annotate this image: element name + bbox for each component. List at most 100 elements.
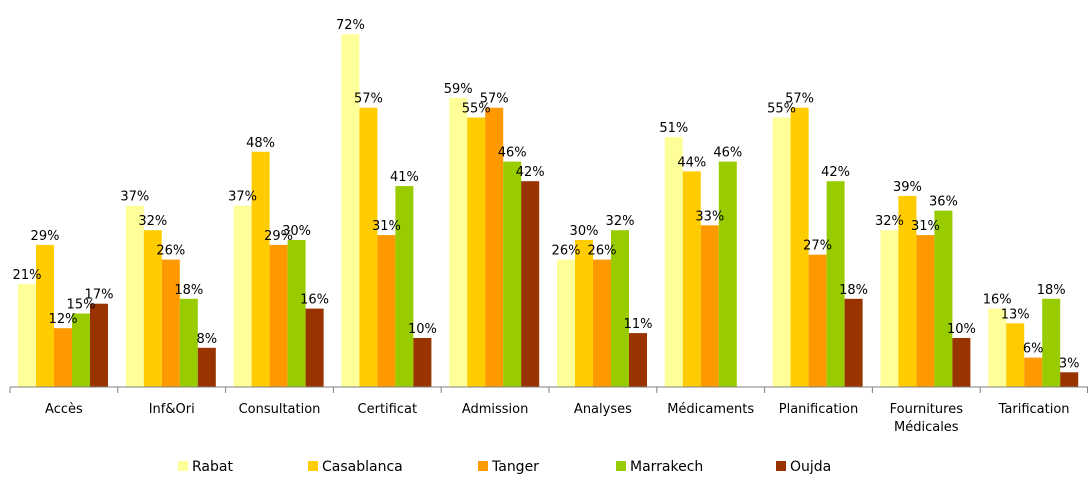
bar-oujda-7 [844,298,863,387]
bar-tanger-7 [808,254,827,387]
category-label: Médicaments [667,402,754,417]
bar-marrakech-5 [611,230,629,387]
legend-label-tanger: Tanger [491,459,539,475]
data-label: 21% [13,268,42,283]
bar-casablanca-9 [1006,323,1025,387]
bar-casablanca-1 [143,230,162,387]
legend-swatch-casablanca [308,461,318,471]
bar-oujda-2 [305,308,324,387]
data-label: 26% [552,244,581,259]
bar-oujda-5 [629,333,647,387]
data-label: 39% [893,180,922,195]
data-label: 44% [677,155,706,170]
data-label: 32% [606,214,635,229]
data-label: 6% [1023,342,1044,357]
legend-label-casablanca: Casablanca [322,459,403,475]
data-label: 30% [282,224,311,239]
data-label: 18% [174,283,203,298]
data-label: 31% [372,219,401,234]
bar-rabat-0 [18,284,36,387]
bar-oujda-1 [197,347,216,387]
category-label: Accès [45,402,83,417]
bar-marrakech-3 [395,186,414,387]
bar-rabat-8 [880,230,899,387]
bar-rabat-6 [664,137,683,387]
data-label: 18% [1037,283,1066,298]
data-label: 11% [624,317,653,332]
legend-swatch-tanger [478,461,488,471]
data-label: 37% [228,190,257,205]
bar-marrakech-6 [718,161,737,387]
legend-label-marrakech: Marrakech [630,459,703,475]
legend-label-oujda: Oujda [790,459,831,475]
bar-tanger-4 [485,107,504,387]
data-label: 26% [156,244,185,259]
bar-oujda-9 [1060,372,1079,387]
data-label: 29% [264,229,293,244]
category-label: Planification [779,402,858,417]
data-label: 37% [120,190,149,205]
bar-rabat-1 [125,205,144,387]
legend-swatch-marrakech [616,461,626,471]
bar-marrakech-7 [826,181,845,387]
data-label: 32% [138,214,167,229]
data-label: 32% [875,214,904,229]
bar-tanger-3 [377,235,396,387]
category-label: Certificat [358,402,418,417]
bar-casablanca-4 [467,117,486,387]
bar-marrakech-0 [72,313,90,387]
data-label: 41% [390,170,419,185]
data-label: 36% [929,195,958,210]
data-label: 26% [588,244,617,259]
bar-marrakech-8 [934,210,953,387]
data-label: 16% [300,293,329,308]
data-label: 12% [49,312,78,327]
x-axis-ticks [9,387,1088,393]
data-label: 30% [570,224,599,239]
data-label: 72% [336,18,365,33]
bar-rabat-9 [988,308,1007,387]
bar-oujda-4 [521,181,540,387]
data-label: 46% [498,146,527,161]
bar-oujda-3 [413,338,432,387]
bar-casablanca-0 [36,244,54,387]
data-label: 18% [839,283,868,298]
data-label: 8% [196,332,217,347]
data-label: 42% [821,165,850,180]
data-label: 29% [31,229,60,244]
data-label: 33% [695,209,724,224]
data-label: 16% [983,293,1012,308]
legend-swatch-oujda [776,461,786,471]
data-label: 42% [516,165,545,180]
legend-label-rabat: Rabat [192,459,233,475]
category-label: Tarification [998,402,1070,417]
bar-marrakech-4 [503,161,522,387]
bar-casablanca-3 [359,107,378,387]
legend: Rabat Casablanca Tanger Marrakech Oujda [178,459,831,475]
bar-marrakech-9 [1042,298,1061,387]
bar-tanger-5 [593,259,611,387]
bar-tanger-1 [161,259,180,387]
bar-tanger-8 [916,235,935,387]
category-labels: Accès Inf&Ori Consultation Certificat Admiss… [45,402,1070,435]
category-label: Fournitures Médicales [890,402,964,435]
category-label: Admission [462,402,529,417]
data-label: 10% [947,322,976,337]
data-labels-layer: 21%29%12%15%17%37%32%26%18%8%37%48%29%30… [13,18,1080,371]
data-label: 13% [1001,307,1030,322]
bar-rabat-3 [341,34,360,387]
data-label: 59% [444,82,473,97]
bar-rabat-7 [772,117,791,387]
data-label: 48% [246,136,275,151]
bar-marrakech-1 [179,298,198,387]
bar-rabat-4 [449,97,468,388]
category-label: Inf&Ori [149,402,195,417]
data-label: 17% [85,288,114,303]
bar-tanger-2 [269,244,288,387]
bar-oujda-8 [952,338,971,387]
data-label: 3% [1059,356,1080,371]
category-label: Consultation [239,402,321,417]
bar-oujda-0 [90,303,108,387]
